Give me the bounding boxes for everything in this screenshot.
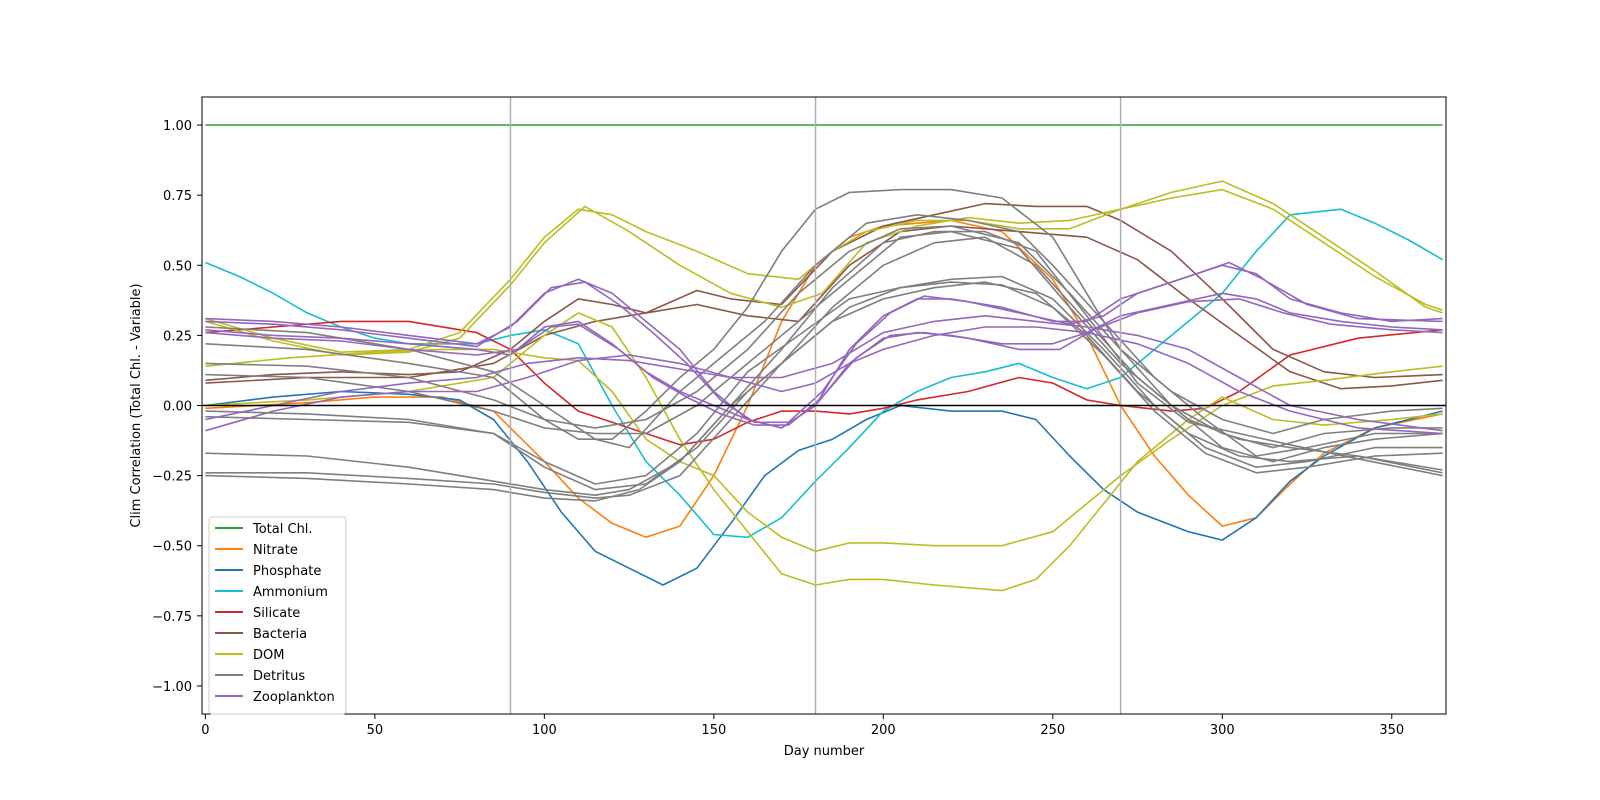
- y-tick-label: 1.00: [163, 119, 192, 134]
- x-tick-label: 150: [701, 723, 726, 738]
- series-line-detritus-17: [205, 281, 1443, 496]
- series-line-detritus-15: [205, 275, 1443, 485]
- legend-box: [208, 516, 347, 715]
- series-line-zooplankton-24: [205, 326, 1443, 435]
- legend-label: Zooplankton: [253, 690, 335, 705]
- x-tick-label: 200: [871, 723, 896, 738]
- reference-lines: [202, 97, 1446, 714]
- legend-label: Ammonium: [253, 585, 328, 600]
- y-axis-ticks: −1.00 −0.75 −0.50 −0.25 0.00 0.25 0.50 0.75 1.00: [152, 119, 202, 695]
- x-axis-ticks: 0 50 100 150 200 250 300 350: [201, 714, 1404, 738]
- y-tick-label: 0.75: [163, 189, 192, 204]
- x-tick-label: 100: [532, 723, 557, 738]
- series-line-detritus-18: [205, 236, 1443, 499]
- x-tick-label: 50: [367, 723, 384, 738]
- legend-label: DOM: [253, 648, 284, 663]
- legend-label: Nitrate: [253, 543, 298, 558]
- x-tick-label: 0: [201, 723, 209, 738]
- legend-label: Phosphate: [253, 564, 321, 579]
- legend: Total Chl. Nitrate Phosphate Ammonium Silica…: [208, 516, 347, 715]
- series-line-bacteria-6: [205, 225, 1443, 390]
- legend-label: Bacteria: [253, 627, 307, 642]
- series-line-zooplankton-21: [205, 261, 1443, 424]
- x-tick-label: 350: [1379, 723, 1404, 738]
- y-tick-label: −0.25: [152, 470, 192, 485]
- y-axis-label: Clim Correlation (Total Chl. - Variable): [129, 283, 144, 527]
- series-line-detritus-13: [205, 225, 1443, 435]
- legend-label: Total Chl.: [252, 522, 313, 537]
- x-tick-label: 250: [1040, 723, 1065, 738]
- x-axis-label: Day number: [784, 744, 865, 759]
- series-line-detritus-11: [205, 188, 1443, 463]
- legend-label: Detritus: [253, 669, 305, 684]
- series-line-zooplankton-25: [205, 315, 1443, 432]
- series-line-dom-10: [205, 312, 1443, 592]
- series-line-dom-8: [205, 188, 1443, 356]
- y-tick-label: −1.00: [152, 680, 192, 695]
- series-line-detritus-12: [205, 214, 1443, 457]
- series-line-phosphate-2: [205, 390, 1443, 586]
- y-tick-label: 0.25: [163, 329, 192, 344]
- x-tick-label: 300: [1210, 723, 1235, 738]
- series-line-detritus-19: [205, 230, 1443, 502]
- series-line-zooplankton-23: [205, 298, 1443, 426]
- y-tick-label: 0.50: [163, 259, 192, 274]
- y-tick-label: −0.75: [152, 610, 192, 625]
- legend-label: Silicate: [253, 606, 300, 621]
- y-tick-label: 0.00: [163, 400, 192, 415]
- series-line-detritus-16: [205, 281, 1443, 491]
- y-tick-label: −0.50: [152, 540, 192, 555]
